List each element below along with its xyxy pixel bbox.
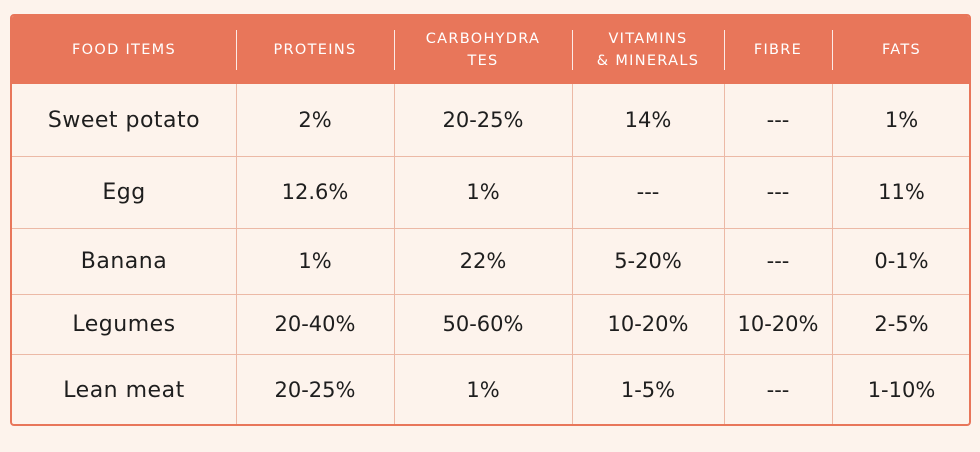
header-proteins: PROTEINS: [273, 42, 357, 58]
cell-fibre: ---: [766, 108, 790, 132]
cell-fibre: ---: [766, 249, 790, 273]
cell-carbohydrates: 1%: [466, 180, 500, 204]
cell-fibre: 10-20%: [737, 312, 819, 336]
cell-food-name: Banana: [80, 248, 168, 274]
cell-food-name: Legumes: [72, 311, 176, 337]
table-row: Egg 12.6% 1% --- --- 11%: [12, 156, 969, 228]
row-divider: [12, 354, 969, 355]
header-fibre: FIBRE: [753, 42, 803, 58]
table-header: FOOD ITEMS PROTEINS CARBOHYDRA TES VITAM…: [12, 16, 969, 84]
cell-proteins: 20-40%: [274, 312, 356, 336]
cell-proteins: 20-25%: [274, 378, 356, 402]
cell-fats: 1%: [884, 108, 919, 132]
column-divider: [572, 84, 573, 424]
nutrition-table: FOOD ITEMS PROTEINS CARBOHYDRA TES VITAM…: [10, 14, 971, 426]
table-row: Banana 1% 22% 5-20% --- 0-1%: [12, 228, 969, 294]
cell-proteins: 2%: [298, 108, 332, 132]
table-row: Sweet potato 2% 20-25% 14% --- 1%: [12, 84, 969, 156]
cell-vitamins-minerals: 1-5%: [620, 378, 676, 402]
header-vitamins-minerals: VITAMINS & MINERALS: [596, 31, 700, 69]
cell-proteins: 1%: [298, 249, 332, 273]
row-divider: [12, 294, 969, 295]
cell-fibre: ---: [766, 378, 790, 402]
cell-carbohydrates: 22%: [459, 249, 507, 273]
cell-fats: 11%: [878, 180, 925, 204]
cell-vitamins-minerals: 10-20%: [607, 312, 689, 336]
cell-carbohydrates: 50-60%: [442, 312, 524, 336]
cell-food-name: Lean meat: [63, 377, 185, 403]
cell-fats: 1-10%: [867, 378, 936, 402]
cell-food-name: Sweet potato: [47, 107, 201, 133]
cell-fats: 0-1%: [874, 249, 929, 273]
column-divider: [394, 84, 395, 424]
row-divider: [12, 156, 969, 157]
cell-vitamins-minerals: 14%: [624, 108, 672, 132]
cell-carbohydrates: 1%: [466, 378, 500, 402]
cell-vitamins-minerals: 5-20%: [614, 249, 682, 273]
column-divider: [724, 84, 725, 424]
header-fats: FATS: [881, 42, 922, 58]
header-food-items: FOOD ITEMS: [72, 42, 176, 58]
cell-proteins: 12.6%: [281, 180, 349, 204]
cell-fibre: ---: [766, 180, 790, 204]
column-divider: [832, 84, 833, 424]
cell-fats: 2-5%: [874, 312, 929, 336]
header-carbohydrates: CARBOHYDRA TES: [425, 31, 541, 69]
cell-food-name: Egg: [102, 179, 146, 205]
table-row: Lean meat 20-25% 1% 1-5% --- 1-10%: [12, 354, 969, 424]
row-divider: [12, 228, 969, 229]
cell-carbohydrates: 20-25%: [442, 108, 524, 132]
cell-vitamins-minerals: ---: [636, 180, 660, 204]
table-row: Legumes 20-40% 50-60% 10-20% 10-20% 2-5%: [12, 294, 969, 354]
column-divider: [236, 84, 237, 424]
